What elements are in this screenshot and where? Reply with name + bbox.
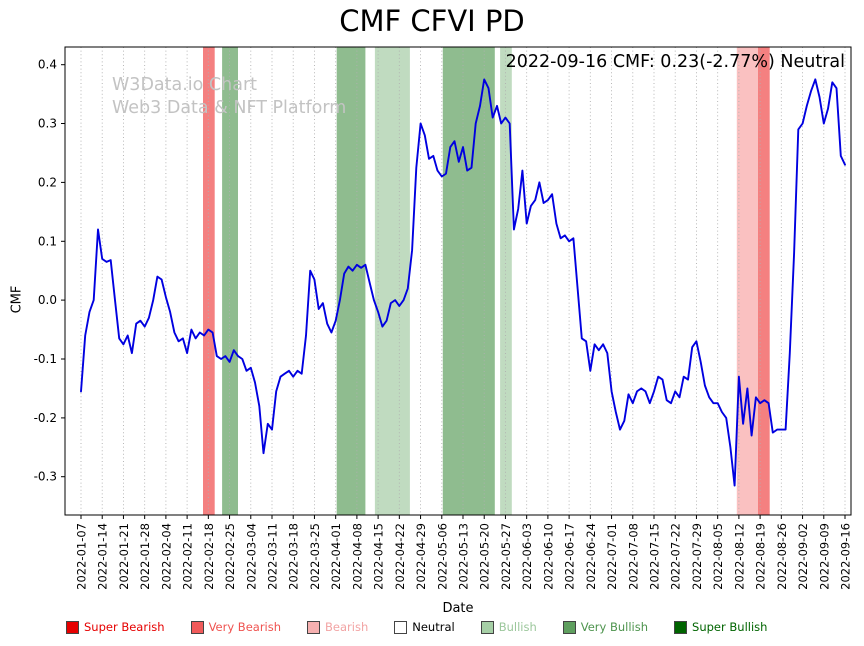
x-tick-label: 2022-04-15: [372, 523, 386, 590]
sentiment-band-bullish: [374, 47, 410, 515]
y-tick-label: 0.0: [38, 293, 57, 307]
legend-label: Very Bullish: [580, 620, 649, 634]
x-tick-label: 2022-06-10: [541, 523, 555, 590]
legend-swatch: [394, 620, 408, 634]
legend-label: Super Bearish: [84, 620, 165, 634]
sentiment-band-very-bullish: [222, 47, 238, 515]
sentiment-band-very-bearish: [203, 47, 215, 515]
legend-label: Super Bullish: [692, 620, 768, 634]
y-axis-label: CMF: [9, 285, 25, 314]
legend-swatch: [674, 620, 688, 634]
legend-label: Very Bearish: [208, 620, 282, 634]
x-tick-label: 2022-01-07: [75, 523, 89, 590]
legend-item-super-bullish: Super Bullish: [674, 620, 767, 634]
x-tick-label: 2022-05-13: [457, 523, 471, 590]
legend: Super Bearish Very Bearish Bearish Neutral B…: [66, 620, 826, 634]
legend-item-very-bearish: Very Bearish: [190, 620, 282, 634]
legend-label: Neutral: [412, 620, 455, 634]
legend-item-very-bullish: Very Bullish: [562, 620, 649, 634]
x-tick-label: 2022-06-24: [584, 523, 598, 590]
x-tick-label: 2022-05-06: [435, 523, 449, 590]
x-tick-label: 2022-07-22: [669, 523, 683, 590]
x-tick-label: 2022-09-02: [796, 523, 810, 590]
x-tick-label: 2022-03-18: [287, 523, 301, 590]
legend-item-super-bearish: Super Bearish: [66, 620, 165, 634]
x-tick-label: 2022-06-17: [563, 523, 577, 590]
legend-label: Bullish: [498, 620, 537, 634]
x-tick-label: 2022-05-27: [499, 523, 513, 590]
y-tick-label: -0.1: [34, 352, 57, 366]
x-tick-label: 2022-02-04: [159, 523, 173, 590]
sentiment-band-very-bullish: [442, 47, 495, 515]
sentiment-band-very-bearish: [758, 47, 770, 515]
x-tick-label: 2022-07-29: [690, 523, 704, 590]
x-tick-label: 2022-01-14: [96, 523, 110, 590]
x-tick-label: 2022-08-26: [775, 523, 789, 590]
x-tick-label: 2022-07-08: [626, 523, 640, 590]
x-tick-label: 2022-08-19: [754, 523, 768, 590]
x-tick-label: 2022-03-04: [244, 523, 258, 590]
y-tick-label: 0.2: [38, 175, 57, 189]
x-tick-label: 2022-02-11: [181, 523, 195, 590]
x-tick-label: 2022-08-05: [711, 523, 725, 590]
x-axis-label: Date: [442, 601, 474, 616]
x-tick-label: 2022-06-03: [520, 523, 534, 590]
legend-item-bearish: Bearish: [307, 620, 368, 634]
sentiment-band-very-bullish: [336, 47, 366, 515]
watermark-line2: Web3 Data & NFT Platform: [112, 98, 347, 118]
x-tick-label: 2022-04-29: [414, 523, 428, 590]
legend-item-bullish: Bullish: [480, 620, 537, 634]
watermark-line1: W3Data.io Chart: [112, 75, 258, 95]
x-tick-label: 2022-04-22: [393, 523, 407, 590]
x-tick-label: 2022-07-01: [605, 523, 619, 590]
x-tick-label: 2022-07-15: [648, 523, 662, 590]
chart-title: CMF CFVI PD: [339, 4, 525, 38]
x-tick-label: 2022-03-11: [266, 523, 280, 590]
cmf-line: [80, 78, 846, 487]
legend-item-neutral: Neutral: [394, 620, 455, 634]
x-tick-label: 2022-04-08: [350, 523, 364, 590]
sentiment-band-bullish: [500, 47, 512, 515]
legend-label: Bearish: [325, 620, 369, 634]
legend-swatch: [562, 620, 576, 634]
x-tick-label: 2022-01-28: [138, 523, 152, 590]
y-tick-label: -0.3: [34, 470, 57, 484]
x-tick-label: 2022-09-16: [839, 523, 853, 590]
x-tick-label: 2022-05-20: [478, 523, 492, 590]
y-tick-label: 0.3: [38, 117, 57, 131]
legend-swatch: [480, 620, 494, 634]
x-tick-label: 2022-03-25: [308, 523, 322, 590]
latest-value-annotation: 2022-09-16 CMF: 0.23(-2.77%) Neutral: [505, 52, 845, 72]
x-tick-label: 2022-08-12: [732, 523, 746, 590]
watermark: W3Data.io Chart Web3 Data & NFT Platform: [112, 74, 346, 120]
plot-frame: [64, 46, 852, 516]
x-tick-label: 2022-02-18: [202, 523, 216, 590]
sentiment-band-bearish: [736, 47, 758, 515]
x-tick-label: 2022-09-09: [817, 523, 831, 590]
x-tick-label: 2022-04-01: [329, 523, 343, 590]
legend-swatch: [307, 620, 321, 634]
legend-swatch: [190, 620, 204, 634]
y-tick-label: -0.2: [34, 411, 57, 425]
x-tick-label: 2022-01-21: [117, 523, 131, 590]
legend-swatch: [66, 620, 79, 634]
y-tick-label: 0.1: [38, 234, 57, 248]
y-tick-label: 0.4: [38, 58, 57, 72]
x-tick-label: 2022-02-25: [223, 523, 237, 590]
